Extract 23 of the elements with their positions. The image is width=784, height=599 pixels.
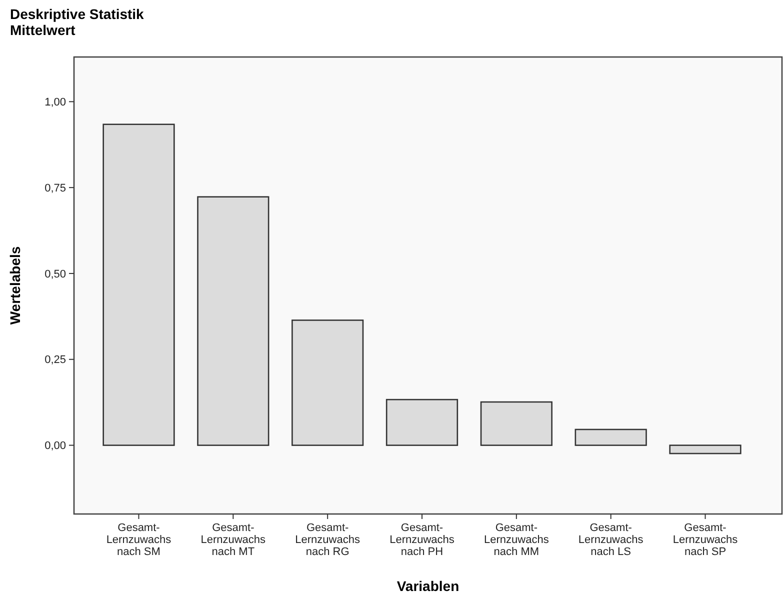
- y-tick-label: 0,00: [44, 440, 66, 452]
- y-tick-label: 0,50: [44, 268, 66, 280]
- bar: [292, 320, 364, 446]
- x-tick-label: Gesamt- Lernzuwachs nach SP: [672, 522, 738, 558]
- x-tick-label: Gesamt- Lernzuwachs nach MM: [484, 522, 550, 558]
- y-tick-label: 0,75: [44, 182, 66, 194]
- bar: [669, 444, 742, 454]
- y-tick-label: 0,25: [44, 354, 66, 366]
- x-tick-label: Gesamt- Lernzuwachs nach RG: [295, 522, 360, 558]
- x-tick-label: Gesamt- Lernzuwachs nach LS: [578, 522, 644, 558]
- bar: [102, 124, 175, 446]
- x-tick-label: Gesamt- Lernzuwachs nach SM: [106, 522, 172, 558]
- x-axis-title: Variablen: [396, 578, 460, 594]
- x-tick-label: Gesamt- Lernzuwachs nach MT: [200, 522, 266, 558]
- y-tick-label: 1,00: [44, 96, 66, 109]
- x-tick-label: Gesamt- Lernzuwachs nach PH: [390, 522, 455, 558]
- chart-title: Deskriptive Statistik: [10, 6, 144, 22]
- bar: [197, 196, 270, 446]
- bar: [480, 401, 552, 446]
- bar: [386, 398, 458, 446]
- bar: [574, 428, 647, 446]
- y-axis-title: Wertelabels: [7, 246, 23, 325]
- chart-subtitle: Mittelwert: [10, 22, 76, 38]
